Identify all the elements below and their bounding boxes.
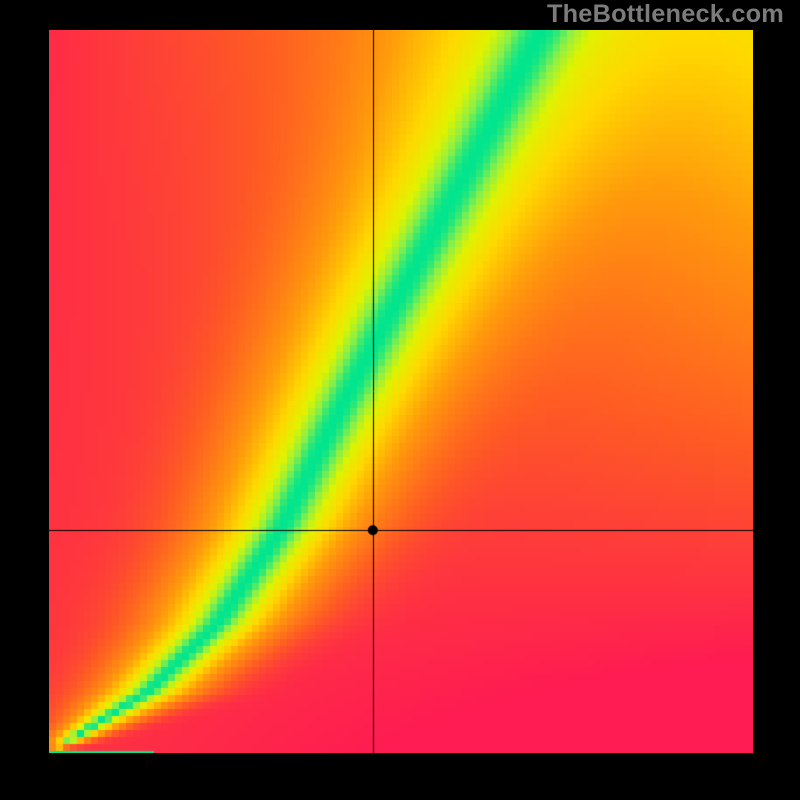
watermark-label: TheBottleneck.com (547, 0, 800, 30)
heatmap-canvas (49, 30, 753, 753)
chart-container: TheBottleneck.com (0, 0, 800, 800)
